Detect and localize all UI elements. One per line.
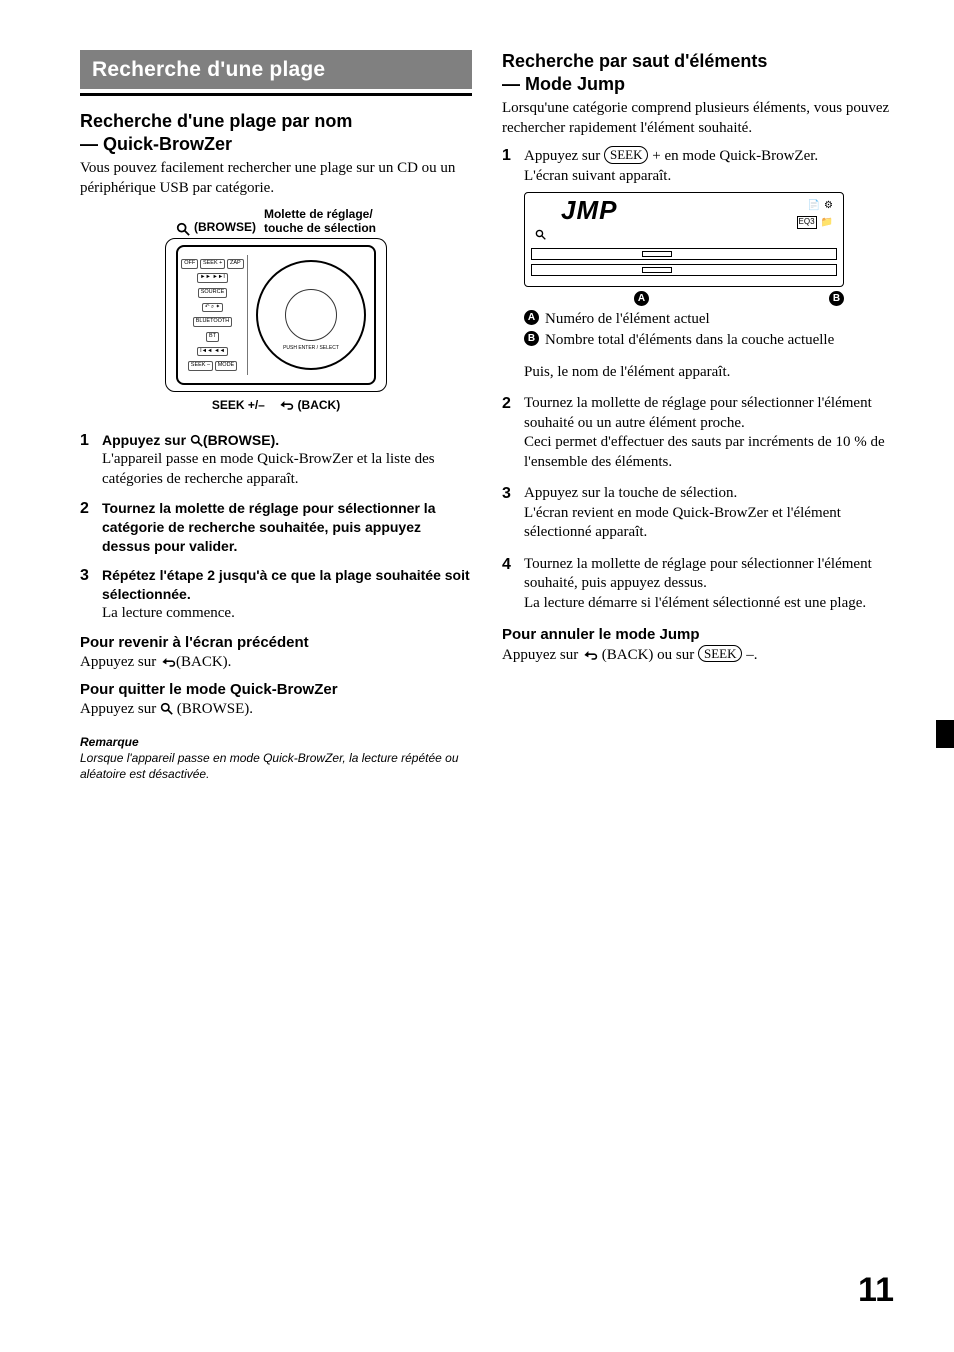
display-status-icons: 📄⚙ EQ3📁	[797, 197, 837, 229]
sub-heading-back: Pour revenir à l'écran précédent	[80, 633, 472, 653]
left-column: Recherche d'une plage Recherche d'une pl…	[80, 50, 472, 782]
right-intro: Lorsqu'une catégorie comprend plusieurs …	[502, 99, 894, 138]
control-panel-buttons: OFF SEEK + ZAP ►► ►►I SOURCE ↶ ⌕ ✦ BLUET…	[178, 255, 248, 375]
right-steps: Appuyez sur SEEK + en mode Quick-BrowZer…	[502, 146, 894, 613]
left-heading-line2: — Quick-BrowZer	[80, 134, 232, 154]
sub-heading-quit: Pour quitter le mode Quick-BrowZer	[80, 680, 472, 700]
magnifier-icon	[160, 702, 173, 715]
left-step-1: Appuyez sur (BROWSE). L'appareil passe e…	[80, 431, 472, 489]
dial-label-2: touche de sélection	[264, 221, 376, 235]
control-diagram: (BROWSE) Molette de réglage/ touche de s…	[80, 208, 472, 413]
left-steps: Appuyez sur (BROWSE). L'appareil passe e…	[80, 431, 472, 623]
right-heading-line1: Recherche par saut d'éléments	[502, 51, 767, 71]
sub-body-back: Appuyez sur (BACK).	[80, 653, 472, 673]
left-step-2: Tournez la molette de réglage pour sélec…	[80, 499, 472, 556]
browse-label: (BROWSE)	[194, 220, 256, 236]
then-paragraph: Puis, le nom de l'élément apparaît.	[524, 363, 894, 383]
page-number: 11	[858, 1268, 894, 1312]
back-label: (BACK)	[298, 398, 341, 412]
cancel-heading: Pour annuler le mode Jump	[502, 625, 894, 645]
cancel-body: Appuyez sur (BACK) ou sur SEEK –.	[502, 645, 894, 666]
right-step-2: Tournez la mollette de réglage pour séle…	[502, 394, 894, 472]
seek-label: SEEK +/–	[212, 398, 265, 412]
right-heading: Recherche par saut d'éléments — Mode Jum…	[502, 50, 894, 95]
sub-body-quit: Appuyez sur (BROWSE).	[80, 700, 472, 720]
display-screenshot: JMP 📄⚙ EQ3📁	[524, 192, 844, 287]
left-heading: Recherche d'une plage par nom — Quick-Br…	[80, 110, 472, 155]
remark-heading: Remarque	[80, 735, 472, 751]
callout-a-icon: A	[634, 291, 649, 306]
left-step-3: Répétez l'étape 2 jusqu'à ce que la plag…	[80, 566, 472, 623]
display-magnifier-icon	[531, 229, 837, 246]
magnifier-icon	[176, 222, 190, 236]
page-edge-tab	[936, 720, 954, 748]
banner-rule	[80, 93, 472, 96]
left-heading-line1: Recherche d'une plage par nom	[80, 111, 352, 131]
back-arrow-icon	[278, 399, 294, 411]
control-dial: PUSH ENTER / SELECT	[256, 260, 366, 370]
magnifier-icon	[190, 434, 203, 447]
back-arrow-icon	[582, 649, 598, 661]
dial-label-1: Molette de réglage/	[264, 207, 373, 221]
display-jmp-text: JMP	[531, 197, 617, 223]
section-banner: Recherche d'une plage	[80, 50, 472, 89]
right-step-1: Appuyez sur SEEK + en mode Quick-BrowZer…	[502, 146, 894, 382]
left-intro: Vous pouvez facilement rechercher une pl…	[80, 159, 472, 198]
seek-button-label: SEEK	[604, 146, 649, 164]
legend-a-text: Numéro de l'élément actuel	[545, 310, 710, 330]
legend-b-text: Nombre total d'éléments dans la couche a…	[545, 331, 834, 351]
right-step-3: Appuyez sur la touche de sélection. L'éc…	[502, 484, 894, 543]
right-column: Recherche par saut d'éléments — Mode Jum…	[502, 50, 894, 782]
right-step-4: Tournez la mollette de réglage pour séle…	[502, 555, 894, 614]
seek-button-label: SEEK	[698, 645, 743, 663]
legend-a-icon: A	[524, 310, 539, 325]
legend-b-icon: B	[524, 331, 539, 346]
callout-b-icon: B	[829, 291, 844, 306]
legend-list: A Numéro de l'élément actuel B Nombre tota…	[524, 310, 894, 351]
right-heading-line2: — Mode Jump	[502, 74, 625, 94]
display-callouts: A B	[524, 291, 894, 306]
back-arrow-icon	[160, 656, 176, 668]
remark-body: Lorsque l'appareil passe en mode Quick-B…	[80, 751, 472, 782]
